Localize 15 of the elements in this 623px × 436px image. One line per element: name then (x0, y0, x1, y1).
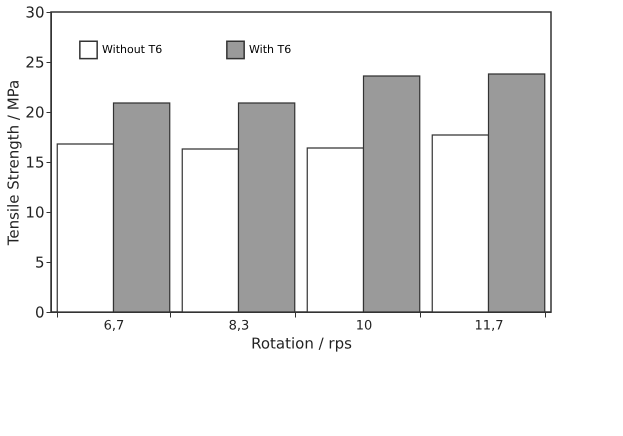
x-tick-label: 8,3 (228, 318, 250, 334)
y-tick-label: 15 (25, 154, 44, 172)
legend-label: Without T6 (102, 42, 162, 56)
legend-label: With T6 (249, 42, 292, 56)
x-tick-label: 11,7 (474, 318, 504, 334)
y-tick-label: 30 (25, 4, 44, 22)
y-axis-title: Tensile Strength / MPa (4, 80, 22, 246)
y-tick-label: 20 (25, 104, 44, 122)
x-tick-label: 10 (356, 318, 372, 334)
y-tick-label: 0 (34, 304, 44, 322)
y-tick-label: 10 (25, 204, 44, 222)
x-axis-title: Rotation / rps (251, 334, 352, 352)
x-tick-label: 6,7 (104, 318, 124, 334)
y-tick-label: 25 (25, 54, 44, 72)
y-tick-label: 5 (34, 254, 44, 272)
